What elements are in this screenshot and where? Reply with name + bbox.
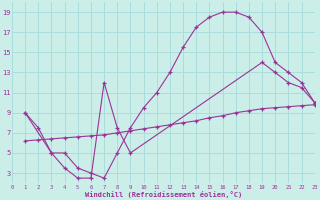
X-axis label: Windchill (Refroidissement éolien,°C): Windchill (Refroidissement éolien,°C) bbox=[85, 191, 242, 198]
